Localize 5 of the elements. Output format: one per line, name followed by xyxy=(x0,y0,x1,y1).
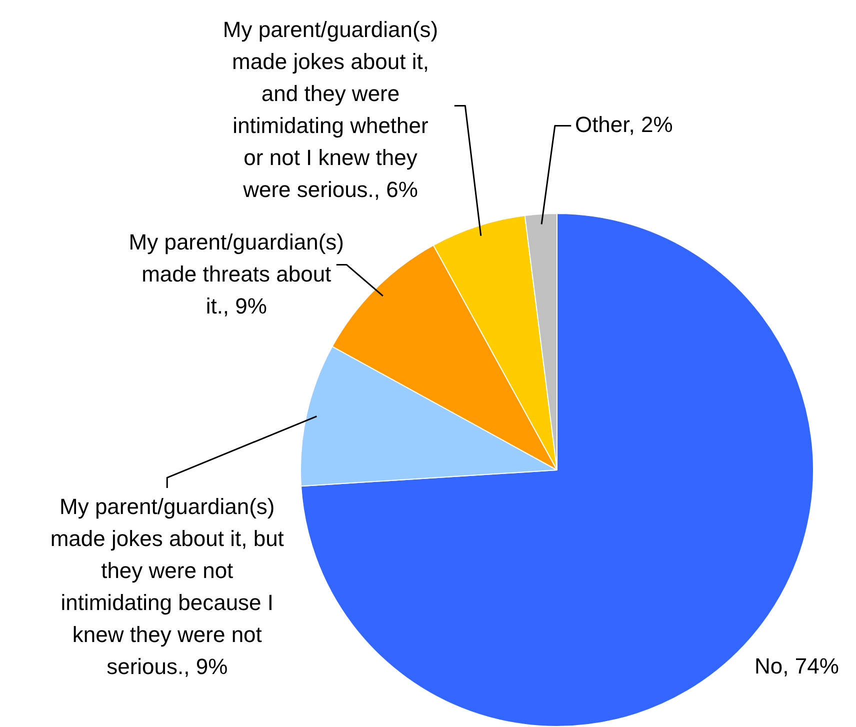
slice-label: Other, 2% xyxy=(574,112,673,137)
slice-label: My parent/guardian(s) made jokes about it, but they were not intimidating because I knew they were not serious., 9% xyxy=(50,494,284,680)
slice-label: No, 74% xyxy=(754,654,839,679)
slice-label: My parent/guardian(s) made jokes about it, and they were intimidating whether or not I knew they were serious., 6% xyxy=(222,16,438,202)
slice-label: My parent/guardian(s) made threats about it., 9% xyxy=(128,229,344,318)
